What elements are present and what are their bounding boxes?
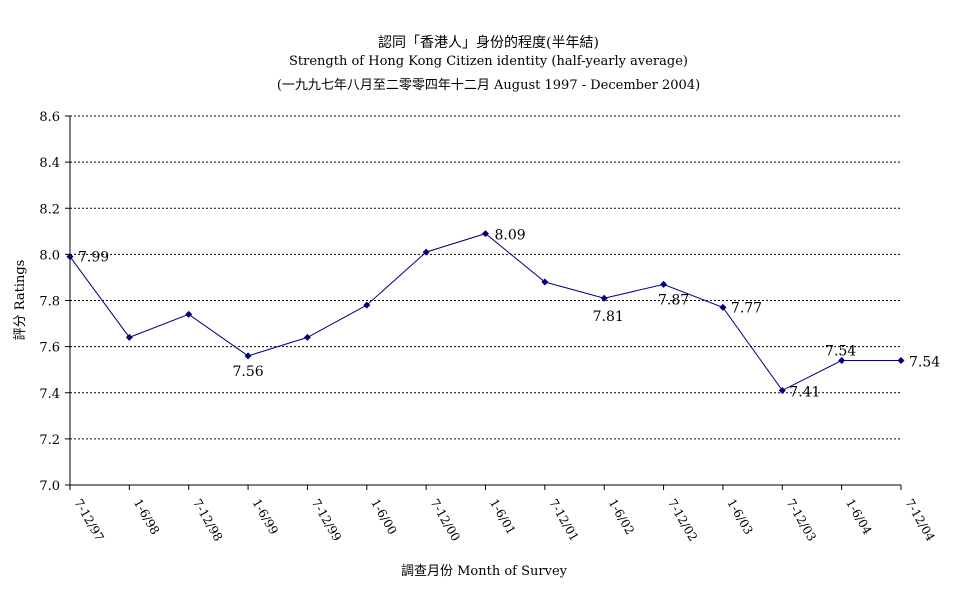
y-tick-label: 7.0 (39, 479, 60, 494)
data-point (185, 310, 193, 318)
data-label: 7.77 (731, 300, 762, 316)
data-point (719, 303, 727, 311)
data-point (838, 356, 846, 364)
data-point (363, 301, 371, 309)
x-tick-label: 1-6/00 (368, 497, 399, 537)
axes (65, 115, 902, 490)
x-tick-label: 1-6/03 (724, 497, 755, 537)
data-point (897, 356, 905, 364)
series-ratings (66, 230, 905, 394)
x-tick-label: 7-12/04 (902, 497, 937, 544)
data-label: 7.81 (593, 309, 624, 325)
data-point (125, 333, 133, 341)
data-label: 7.87 (658, 292, 689, 308)
y-tick-labels: 7.0 7.2 7.4 7.6 7.8 8.0 8.2 8.4 8.6 (39, 110, 60, 494)
data-label: 7.56 (232, 364, 263, 380)
data-point (541, 278, 549, 286)
y-tick-label: 8.6 (39, 110, 60, 125)
y-tick-label: 7.4 (39, 387, 60, 402)
data-point (600, 294, 608, 302)
x-axis-title: 調查月份 Month of Survey (401, 564, 568, 579)
x-tick-label: 7-12/01 (546, 497, 581, 544)
data-labels: 7.99 7.56 8.09 7.81 7.87 7.77 7.41 7.54 7.54 (78, 228, 940, 401)
data-label: 8.09 (495, 228, 526, 244)
data-point (482, 230, 489, 238)
x-tick-label: 7-12/98 (190, 497, 225, 544)
x-tick-label: 7-12/03 (784, 497, 819, 544)
y-tick-label: 7.8 (39, 295, 60, 310)
x-tick-label: 7-12/99 (309, 497, 344, 544)
x-tick-label: 1-6/02 (606, 497, 637, 537)
data-point (422, 248, 430, 256)
x-tick-label: 1-6/01 (487, 497, 518, 537)
x-tick-label: 7-12/02 (665, 497, 700, 544)
data-point (303, 333, 311, 341)
x-tick-label: 7-12/97 (71, 497, 106, 544)
data-point (660, 280, 668, 288)
y-tick-label: 8.2 (39, 202, 60, 217)
data-label: 7.54 (825, 343, 856, 359)
x-tick-label: 1-6/98 (131, 497, 162, 537)
data-point (66, 253, 74, 261)
y-tick-label: 7.2 (39, 433, 60, 448)
y-tick-label: 7.6 (39, 341, 60, 356)
series-line (69, 233, 901, 392)
y-axis-title: 評分 Ratings (13, 260, 28, 341)
chart-title: 認同「香港人」身份的程度(半年結) (378, 35, 599, 51)
x-tick-labels: 7-12/97 1-6/98 7-12/98 1-6/99 7-12/99 1-6/00 7… (71, 497, 937, 544)
y-tick-label: 8.0 (39, 248, 60, 263)
data-point (244, 352, 252, 360)
data-label: 7.41 (789, 384, 820, 400)
x-tick-label: 1-6/99 (249, 497, 280, 537)
chart-subtitle-period: (一九九七年八月至二零零四年十二月 August 1997 - December… (276, 78, 701, 93)
chart-subtitle: Strength of Hong Kong Citizen identity (… (289, 54, 688, 69)
data-label: 7.54 (909, 354, 940, 370)
x-tick-label: 7-12/00 (428, 497, 463, 544)
gridlines (70, 115, 901, 440)
data-label: 7.99 (78, 250, 109, 266)
x-tick-label: 1-6/04 (843, 497, 875, 538)
y-tick-label: 8.4 (39, 156, 60, 171)
data-point (778, 386, 786, 394)
